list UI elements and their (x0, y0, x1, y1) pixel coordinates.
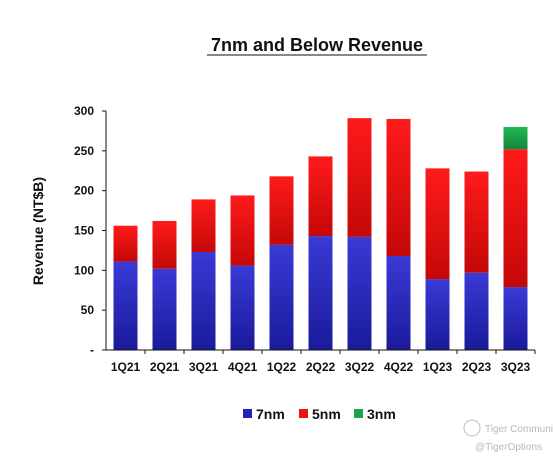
bar-5nm-4Q22 (386, 118, 411, 256)
y-axis-ticks: - 50 100 150 200 250 300 (74, 104, 106, 357)
y-tick-label: - (90, 343, 94, 357)
y-tick-label: 300 (74, 104, 94, 118)
x-tick-label: 3Q21 (189, 360, 219, 374)
bar-7nm-3Q21 (191, 252, 216, 350)
bar-7nm-2Q21 (152, 268, 177, 350)
legend-swatch-3nm (354, 409, 363, 418)
x-tick-label: 2Q23 (462, 360, 492, 374)
bar-7nm-3Q23 (503, 287, 528, 350)
bar-5nm-2Q22 (308, 156, 333, 237)
chart-title: 7nm and Below Revenue (211, 35, 423, 55)
y-axis-label: Revenue (NT$B) (30, 177, 46, 285)
bars-group (113, 118, 528, 350)
bar-7nm-1Q23 (425, 279, 450, 350)
y-tick-label: 250 (74, 144, 94, 158)
bar-5nm-3Q23 (503, 149, 528, 288)
x-tick-label: 3Q22 (345, 360, 375, 374)
x-tick-label: 2Q22 (306, 360, 336, 374)
watermark-line2: @TigerOptions (475, 442, 542, 453)
y-tick-label: 100 (74, 263, 94, 277)
bar-7nm-2Q22 (308, 236, 333, 350)
watermark-line1: Tiger Community (485, 424, 553, 435)
bar-7nm-3Q22 (347, 236, 372, 350)
x-tick-label: 3Q23 (501, 360, 531, 374)
x-tick-label: 1Q23 (423, 360, 453, 374)
legend-swatch-5nm (299, 409, 308, 418)
bar-5nm-4Q21 (230, 195, 255, 266)
bar-5nm-1Q22 (269, 176, 294, 245)
bar-5nm-3Q22 (347, 118, 372, 237)
legend-label-5nm: 5nm (312, 406, 341, 422)
x-tick-label: 4Q21 (228, 360, 258, 374)
legend-swatch-7nm (243, 409, 252, 418)
x-tick-label: 2Q21 (150, 360, 180, 374)
x-tick-label: 1Q22 (267, 360, 297, 374)
legend-label-3nm: 3nm (367, 406, 396, 422)
bar-5nm-1Q21 (113, 225, 138, 262)
y-tick-label: 50 (81, 303, 95, 317)
bar-5nm-3Q21 (191, 199, 216, 253)
x-tick-label: 4Q22 (384, 360, 414, 374)
bar-5nm-2Q23 (464, 171, 489, 273)
y-tick-label: 200 (74, 184, 94, 198)
bar-7nm-2Q23 (464, 272, 489, 350)
legend-label-7nm: 7nm (256, 406, 285, 422)
bar-5nm-2Q21 (152, 220, 177, 269)
bar-7nm-4Q21 (230, 265, 255, 350)
bar-7nm-1Q22 (269, 244, 294, 350)
bar-3nm-3Q23 (503, 126, 528, 150)
bar-7nm-4Q22 (386, 255, 411, 350)
bar-7nm-1Q21 (113, 261, 138, 350)
tiger-logo-icon (463, 419, 481, 437)
watermark: Tiger Community @TigerOptions (463, 419, 553, 453)
bar-5nm-1Q23 (425, 168, 450, 280)
x-axis-ticks: 1Q21 2Q21 3Q21 4Q21 1Q22 2Q22 3Q22 4Q22 1Q23 2Q23… (111, 350, 536, 374)
legend: 7nm 5nm 3nm (243, 406, 396, 422)
y-tick-label: 150 (74, 224, 94, 238)
x-tick-label: 1Q21 (111, 360, 141, 374)
